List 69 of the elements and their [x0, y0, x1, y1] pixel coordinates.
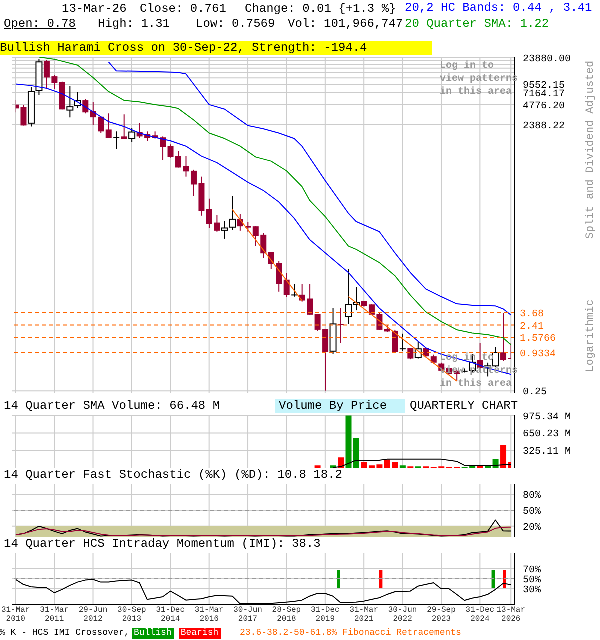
- text: Vol: 101,966,747: [288, 17, 404, 31]
- x-tick-label: 28-Sep 2018: [272, 606, 302, 624]
- x-tick-label: 31-Dec 2024: [466, 606, 495, 624]
- x-tick-label: 13-Mar 2026: [496, 606, 526, 624]
- bar: [500, 444, 507, 468]
- y-tick-label: 975.34 M: [523, 412, 572, 424]
- candlestick: [500, 312, 507, 362]
- text: 20,2 HC Bands: 0.44 , 3.41: [405, 1, 592, 16]
- y-tick-label: 50%: [523, 507, 542, 518]
- ref-line-label: 3.68: [520, 310, 544, 321]
- x-tick-label: 31-Mar 2011: [40, 606, 70, 624]
- ref-line-label: 2.41: [520, 322, 544, 333]
- text: Bearish: [178, 628, 221, 639]
- candlestick: [114, 131, 120, 150]
- text: QUARTERLY CHART: [410, 399, 518, 413]
- text: Close: 0.761: [140, 2, 226, 16]
- text: Change: 0.01 {+1.3 %}: [245, 2, 396, 16]
- bar: [361, 462, 368, 468]
- candlestick: [106, 113, 112, 139]
- y-tick-label: 50%: [523, 576, 542, 587]
- candlestick: [121, 114, 128, 140]
- text: Low: 0.7569: [196, 17, 276, 31]
- text: % K - HCS IMI Crossover,: [0, 628, 130, 639]
- candlestick: [66, 86, 74, 118]
- x-tick-label: 31-Mar 2021: [350, 606, 379, 624]
- y-tick-label: 70%: [523, 566, 542, 577]
- x-tick-label: 30-Sep 2013: [118, 606, 147, 624]
- y-tick-label: 30%: [523, 586, 542, 597]
- candlestick: [400, 333, 406, 352]
- y-tick-label: 650.23 M: [523, 430, 572, 441]
- line-series: [16, 579, 512, 604]
- x-tick-label: 31-Mar 2016: [194, 606, 224, 624]
- ref-line-label: 1.5766: [520, 334, 556, 346]
- candlestick: [408, 348, 414, 360]
- candlestick: [284, 272, 290, 298]
- text: 23.6-38.2-50-61.8% Fibonacci Retracements: [240, 628, 462, 639]
- y-tick-label: 2388.22: [523, 121, 566, 132]
- y-tick-label: 20%: [523, 522, 542, 534]
- x-tick-label: 31-Dec 2014: [156, 606, 186, 624]
- x-tick-label: 31-Dec 2019: [311, 606, 340, 624]
- chart-title: Bullish Harami Cross on 30-Sep-22, Strength: -194.4: [0, 41, 432, 55]
- x-tick-label: 30-Jun 2017: [234, 606, 263, 624]
- text: Open: 0.78: [4, 17, 76, 31]
- line-series: [332, 458, 512, 468]
- y-tick-label: 23880.00: [523, 54, 572, 66]
- text: 13-Mar-26: [62, 2, 127, 16]
- ref-line-label: 0.9334: [520, 349, 556, 360]
- x-tick-label: 30-Jun 2022: [388, 606, 418, 624]
- chart-title: 14 Quarter Fast Stochastic (%K) (%D): 10.8 18.2: [4, 468, 342, 482]
- x-tick-label: 31-Mar 2010: [1, 606, 30, 624]
- y-tick-label: 325.11 M: [523, 447, 572, 458]
- text: Logarithmic: [585, 300, 597, 372]
- candlestick: [245, 222, 252, 232]
- y-tick-label: 80%: [523, 491, 542, 502]
- candlestick: [292, 284, 298, 298]
- y-tick-label: 0.25: [523, 388, 548, 399]
- text: High: 1.31: [98, 17, 170, 31]
- text: Split and Dividend Adjusted: [585, 60, 597, 240]
- y-tick-label: 4776.20: [523, 101, 566, 112]
- text: 20 Quarter SMA: 1.22: [405, 17, 550, 32]
- chart-title: 14 Quarter SMA Volume: 66.48 M: [4, 399, 220, 413]
- text: Volume By Price: [275, 399, 406, 413]
- candlestick: [128, 128, 136, 143]
- x-tick-label: 29-Jun 2012: [78, 606, 108, 624]
- chart-title: 14 Quarter HCS Intraday Momentum (IMI): 38.3: [4, 537, 321, 551]
- x-tick-label: 29-Sep 2023: [427, 606, 456, 624]
- text: Bullish: [132, 628, 174, 639]
- candlestick: [338, 308, 344, 344]
- candlestick: [276, 260, 282, 292]
